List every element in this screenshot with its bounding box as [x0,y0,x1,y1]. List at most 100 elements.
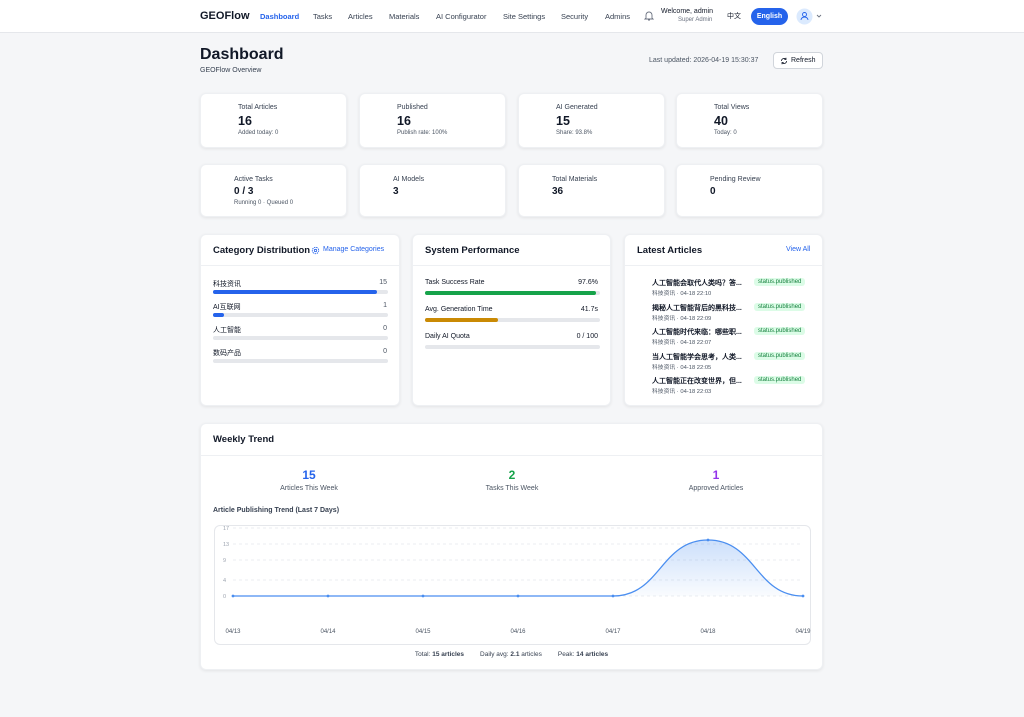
point [611,594,615,598]
divider [413,265,610,266]
perf-value: 97.6% [578,279,598,286]
nav-item[interactable]: Materials [389,12,420,21]
summary-label: Approved Articles [688,485,744,492]
article-meta: 科技资讯 · 04-18 22:05 [652,364,712,371]
category-name: 数码产品 [213,350,241,357]
category-name: AI互联网 [213,304,241,311]
article-title[interactable]: 人工智能正在改变世界，但... [652,378,742,386]
nav-item[interactable]: Admins [605,12,631,21]
perf-bar [425,291,596,295]
chart-footer: Total: 15 articles Daily avg: 2.1 article… [201,651,822,658]
status-badge: status.published [754,302,806,311]
bar-track [213,336,388,340]
top-nav: GEOFlow Dashboard Tasks Articles Materials A… [0,0,1024,33]
stat-label: Pending Review [710,176,761,183]
summary-label: Tasks This Week [485,485,539,492]
category-count: 0 [383,348,387,355]
category-bar [213,290,378,294]
role: Super Admin [678,17,713,23]
stat-label: Total Materials [552,176,598,183]
panel-title: Weekly Trend [213,434,275,445]
stat-card: Active Tasks 0 / 3 Running 0 · Queued 0 [200,164,347,217]
status-badge: status.published [754,376,806,385]
x-tick-label: 04/19 [795,629,811,635]
footer-item: Daily avg: 2.1 articles [480,651,542,658]
gear-icon [311,246,320,255]
stat-sub: Share: 93.8% [556,130,593,136]
bar-track [213,359,388,363]
point [421,594,425,598]
stat-sub: Added today: 0 [238,130,279,136]
footer-label: Daily avg: [480,651,509,658]
stat-label: AI Models [393,176,425,183]
stat-value: 0 [710,186,716,197]
bell-icon[interactable] [644,11,654,21]
article-meta: 科技资讯 · 04-18 22:03 [652,389,712,396]
brand[interactable]: GEOFlow [200,10,250,22]
stat-value: 40 [714,114,728,128]
lang-zh[interactable]: 中文 [727,13,741,20]
last-updated: Last updated: 2026-04-19 15:30:37 [649,57,759,64]
view-all-link[interactable]: View All [786,246,811,253]
latest-panel: Latest Articles View All 人工智能会取代人类吗？答...… [624,234,823,406]
article-title[interactable]: 揭秘人工智能背后的黑科技... [652,304,742,312]
summary-value: 1 [712,468,720,482]
footer-value: 14 articles [576,651,609,658]
stat-value: 36 [552,186,564,197]
x-tick-label: 04/18 [700,629,716,635]
manage-link[interactable]: Manage Categories [323,246,385,253]
nav-item[interactable]: Articles [348,12,373,21]
stat-sub: Publish rate: 100% [397,130,448,136]
lang-en[interactable]: English [751,8,788,25]
stat-value: 0 / 3 [234,186,254,197]
welcome: Welcome, admin [661,8,714,15]
page-subtitle: GEOFlow Overview [200,67,262,74]
bar-track [213,313,388,317]
category-count: 1 [383,302,387,309]
article-title[interactable]: 人工智能时代来临：哪些职... [652,329,742,337]
article-title[interactable]: 人工智能会取代人类吗？答... [652,280,742,287]
y-tick-label: 4 [223,578,226,584]
divider [201,455,822,456]
panel-title: System Performance [425,245,520,256]
avatar-menu[interactable] [796,8,826,25]
perf-value: 41.7s [580,306,598,313]
article-title[interactable]: 当人工智能学会思考，人类... [652,353,742,361]
nav-item[interactable]: Dashboard [260,12,300,21]
x-tick-label: 04/15 [415,629,431,635]
stat-card: AI Models 3 [359,164,506,217]
point [706,538,710,542]
nav-item[interactable]: Tasks [313,12,333,21]
nav-item[interactable]: Site Settings [503,12,546,21]
panel-title: Latest Articles [637,245,703,256]
status-badge: status.published [754,327,806,336]
footer-value: 15 articles [432,651,465,658]
bar-track [425,291,600,295]
point [231,594,235,598]
page-title: Dashboard [200,46,284,63]
stat-card: Total Materials 36 [518,164,665,217]
stat-value: 15 [556,114,570,128]
footer-item: Total: 15 articles [415,651,464,658]
refresh-label: Refresh [791,57,816,64]
x-tick-label: 04/14 [320,629,336,635]
footer-item: Peak: 14 articles [558,651,608,658]
stat-label: Total Views [714,104,750,111]
point [516,594,520,598]
refresh-button[interactable]: Refresh [773,52,823,69]
summary-value: 15 [302,468,316,482]
perf-label: Task Success Rate [425,279,485,286]
category-count: 0 [383,325,387,332]
nav-item[interactable]: Security [561,12,589,21]
footer-label: Peak: [557,651,575,658]
category-name: 人工智能 [213,327,241,334]
bar-track [425,345,600,349]
stat-value: 16 [397,114,411,128]
nav-item[interactable]: AI Configurator [436,12,487,21]
stat-label: AI Generated [556,104,598,111]
divider [201,265,399,266]
status-badge: status.published [754,351,806,360]
performance-panel: System Performance Task Success Rate 97.6… [412,234,611,406]
